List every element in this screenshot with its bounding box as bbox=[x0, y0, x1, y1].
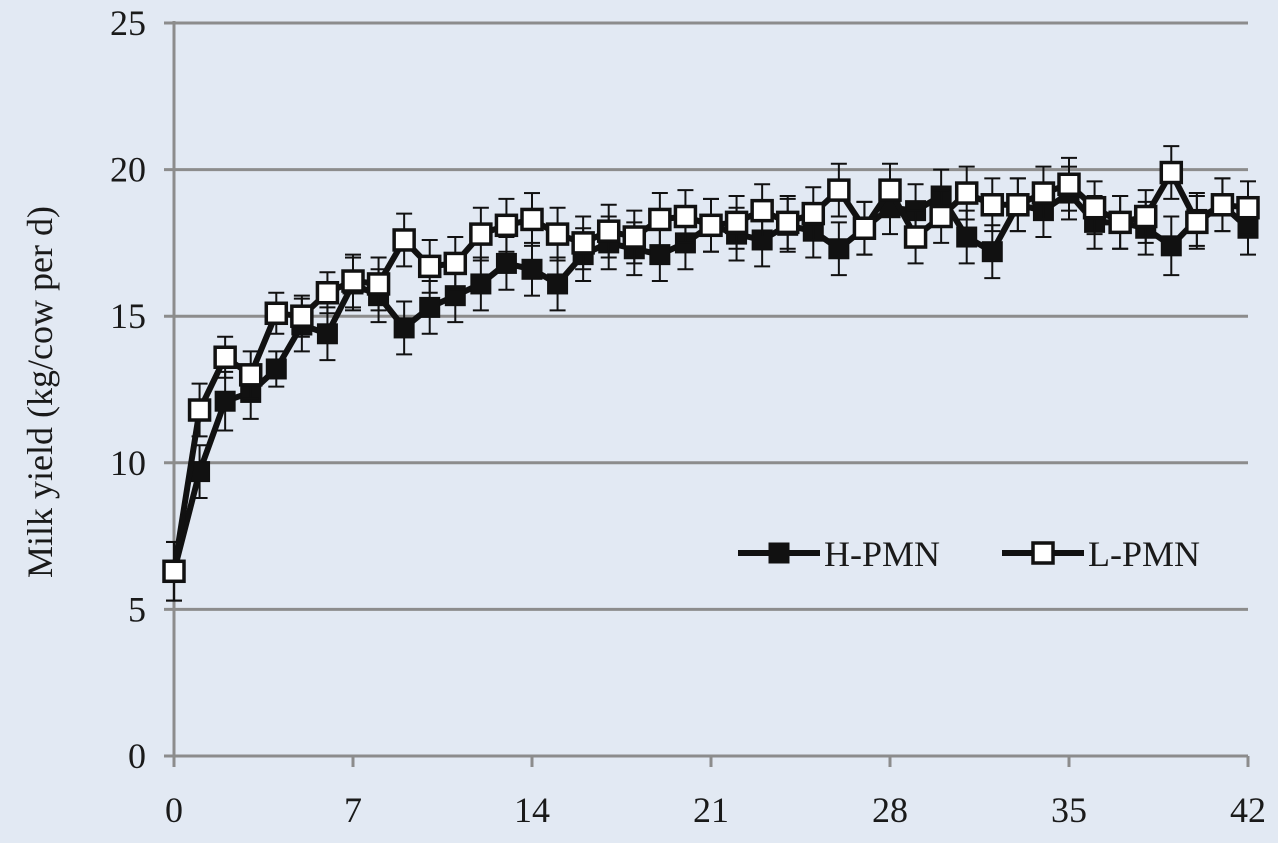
data-point-l-pmn bbox=[1006, 193, 1030, 217]
axes bbox=[164, 21, 1250, 767]
y-tick-label-15: 15 bbox=[110, 296, 146, 336]
legend-label-l-pmn: L-PMN bbox=[1088, 534, 1200, 574]
data-point-h-pmn bbox=[981, 241, 1003, 263]
legend-marker-h-pmn bbox=[768, 542, 790, 564]
data-point-l-pmn bbox=[1133, 204, 1158, 229]
x-tick-labels: 0 7 14 21 28 35 42 bbox=[165, 790, 1266, 830]
data-point-l-pmn bbox=[699, 213, 723, 238]
data-point-l-pmn bbox=[443, 251, 468, 276]
series-l-pmn bbox=[162, 145, 1260, 602]
data-point-l-pmn bbox=[980, 193, 1005, 217]
data-point-l-pmn bbox=[827, 178, 851, 202]
data-point-l-pmn bbox=[520, 207, 544, 232]
data-point-l-pmn bbox=[341, 269, 365, 293]
data-point-h-pmn bbox=[547, 273, 569, 295]
legend: H-PMN L-PMN bbox=[738, 534, 1200, 574]
data-point-l-pmn bbox=[213, 345, 237, 369]
data-point-h-pmn bbox=[265, 358, 287, 380]
data-point-l-pmn bbox=[187, 398, 212, 422]
data-point-l-pmn bbox=[775, 210, 800, 235]
data-point-l-pmn bbox=[648, 207, 672, 232]
data-point-l-pmn bbox=[392, 228, 416, 252]
data-point-l-pmn bbox=[545, 222, 570, 246]
legend-label-h-pmn: H-PMN bbox=[824, 534, 940, 574]
x-tick-label-21: 21 bbox=[693, 790, 729, 830]
y-tick-label-0: 0 bbox=[128, 736, 146, 776]
x-tick-label-42: 42 bbox=[1230, 790, 1266, 830]
data-point-l-pmn bbox=[622, 225, 647, 249]
x-tick-label-14: 14 bbox=[514, 790, 550, 830]
data-point-l-pmn bbox=[801, 201, 826, 226]
data-point-l-pmn bbox=[366, 272, 391, 296]
legend-item-h-pmn: H-PMN bbox=[738, 534, 940, 574]
data-point-h-pmn bbox=[393, 317, 415, 339]
data-series bbox=[162, 145, 1260, 602]
data-point-l-pmn bbox=[903, 225, 928, 249]
data-point-l-pmn bbox=[315, 280, 340, 305]
data-point-l-pmn bbox=[673, 204, 698, 229]
data-point-l-pmn bbox=[1031, 181, 1056, 205]
data-point-h-pmn bbox=[495, 252, 517, 274]
data-point-h-pmn bbox=[214, 390, 236, 412]
data-point-h-pmn bbox=[521, 258, 543, 280]
data-point-l-pmn bbox=[162, 559, 186, 584]
data-point-l-pmn bbox=[954, 181, 979, 205]
data-point-l-pmn bbox=[571, 231, 595, 255]
data-point-h-pmn bbox=[1160, 235, 1182, 257]
gridlines bbox=[164, 21, 1248, 611]
data-point-l-pmn bbox=[750, 198, 774, 223]
y-tick-labels: 0 5 10 15 20 25 bbox=[110, 3, 146, 776]
data-point-h-pmn bbox=[649, 244, 671, 266]
data-point-l-pmn bbox=[417, 254, 442, 279]
data-point-l-pmn bbox=[264, 301, 289, 326]
data-point-l-pmn bbox=[1185, 210, 1209, 235]
y-tick-label-25: 25 bbox=[110, 3, 146, 43]
y-axis-title: Milk yield (kg/cow per d) bbox=[20, 206, 60, 578]
data-point-l-pmn bbox=[1159, 160, 1184, 185]
data-point-l-pmn bbox=[1082, 195, 1107, 220]
legend-item-l-pmn: L-PMN bbox=[1002, 534, 1200, 574]
data-point-h-pmn bbox=[419, 296, 441, 318]
data-point-l-pmn bbox=[929, 204, 953, 229]
data-point-l-pmn bbox=[469, 222, 493, 246]
data-point-l-pmn bbox=[878, 178, 902, 202]
data-point-l-pmn bbox=[1236, 195, 1260, 220]
data-point-h-pmn bbox=[316, 323, 338, 345]
y-tick-label-10: 10 bbox=[110, 443, 146, 483]
x-tick-label-7: 7 bbox=[344, 790, 362, 830]
x-tick-label-35: 35 bbox=[1051, 790, 1087, 830]
x-tick-label-28: 28 bbox=[872, 790, 908, 830]
markers-l-pmn bbox=[162, 160, 1260, 584]
y-tick-label-5: 5 bbox=[128, 589, 146, 629]
data-point-h-pmn bbox=[828, 238, 850, 260]
data-point-l-pmn bbox=[1108, 210, 1132, 235]
data-point-l-pmn bbox=[596, 219, 621, 243]
x-tick-label-0: 0 bbox=[165, 790, 183, 830]
data-point-l-pmn bbox=[238, 363, 263, 387]
y-tick-label-20: 20 bbox=[110, 150, 146, 190]
data-point-h-pmn bbox=[470, 273, 492, 295]
data-point-l-pmn bbox=[1210, 193, 1235, 217]
data-point-l-pmn bbox=[290, 304, 314, 328]
data-point-l-pmn bbox=[1057, 172, 1081, 197]
legend-marker-l-pmn bbox=[1031, 541, 1055, 565]
data-point-l-pmn bbox=[852, 216, 877, 240]
data-point-h-pmn bbox=[956, 226, 978, 248]
data-point-l-pmn bbox=[494, 213, 519, 238]
data-point-l-pmn bbox=[724, 210, 749, 235]
